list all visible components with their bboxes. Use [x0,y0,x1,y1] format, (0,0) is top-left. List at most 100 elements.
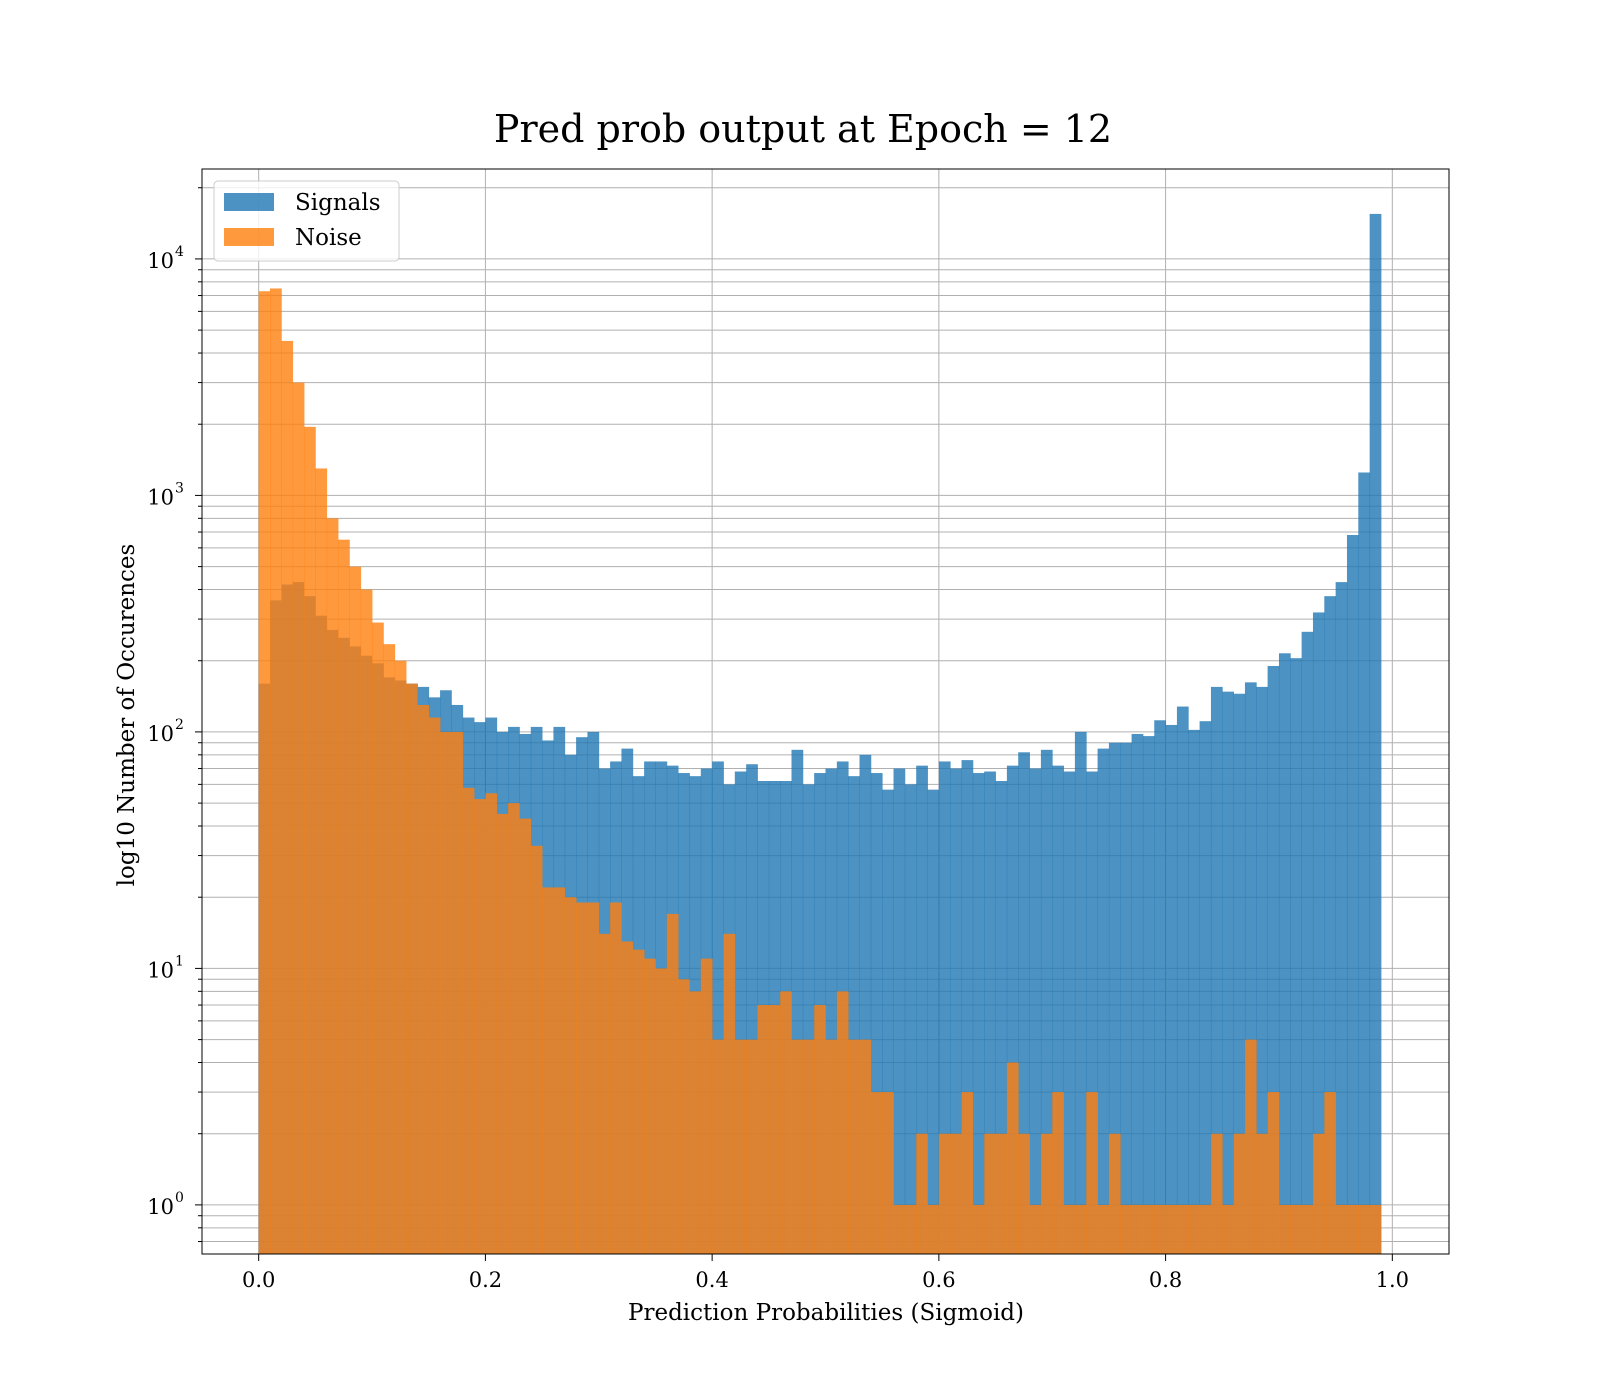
bar-noise-9 [360,589,373,1254]
bar-noise-86 [1233,1133,1246,1254]
bar-noise-82 [1188,1204,1200,1254]
y-tick-exponent-4: 4 [175,244,184,260]
bar-signals-71 [1063,771,1076,1254]
bar-signals-81 [1176,706,1189,1254]
bar-noise-60 [938,1133,951,1254]
bar-signals-48 [802,784,815,1254]
bar-noise-56 [893,1204,906,1254]
bar-signals-53 [859,754,872,1254]
bar-noise-78 [1142,1204,1155,1254]
bar-noise-27 [564,897,577,1254]
bar-noise-72 [1074,1204,1087,1254]
bar-noise-4 [304,426,316,1255]
bar-noise-75 [1108,1133,1121,1254]
bar-signals-79 [1154,720,1166,1254]
legend-label-signals: Signals [295,190,381,216]
y-tick-exponent-0: 0 [175,1190,184,1206]
bar-noise-71 [1063,1204,1076,1254]
bar-noise-39 [700,958,713,1254]
bar-noise-30 [598,933,611,1254]
bar-noise-41 [723,933,736,1254]
bar-signals-72 [1074,731,1087,1254]
bar-signals-86 [1233,693,1246,1254]
bar-noise-70 [1052,1092,1064,1254]
series-noise [258,288,1382,1255]
bar-noise-34 [644,958,656,1254]
bar-noise-68 [1029,1204,1042,1254]
bar-signals-52 [848,776,860,1254]
bar-signals-97 [1358,472,1371,1254]
y-axis-label: log10 Number of Occurences [114,544,140,887]
bars [258,213,1382,1255]
y-tick-label-4: 10 [147,249,174,273]
bar-noise-48 [802,1039,815,1254]
bar-noise-66 [1006,1062,1019,1254]
bar-noise-29 [587,902,600,1254]
bar-noise-0 [258,291,271,1254]
bar-noise-98 [1369,1204,1382,1254]
bar-noise-45 [768,1005,781,1254]
bar-noise-38 [689,991,702,1254]
bar-noise-64 [984,1133,996,1254]
bar-noise-87 [1244,1039,1257,1254]
x-axis-label: Prediction Probabilities (Sigmoid) [628,1300,1024,1326]
bar-noise-49 [814,1005,826,1254]
bar-noise-97 [1358,1204,1371,1254]
bar-noise-33 [632,949,645,1254]
bar-signals-92 [1301,631,1314,1254]
bar-noise-37 [678,979,690,1254]
bar-noise-47 [791,1039,804,1254]
bar-noise-14 [417,704,430,1254]
bar-signals-89 [1267,665,1280,1254]
x-tick-label-5: 1.0 [1376,1268,1409,1292]
bar-noise-15 [428,717,441,1254]
bar-signals-85 [1222,691,1235,1254]
bar-noise-54 [870,1092,883,1254]
bar-signals-66 [1006,765,1019,1254]
bar-noise-58 [916,1133,928,1254]
bar-noise-18 [462,787,475,1254]
bar-noise-17 [451,731,464,1254]
bar-noise-55 [882,1092,894,1254]
bar-signals-55 [882,789,894,1254]
bar-noise-19 [474,799,486,1254]
bar-signals-96 [1346,535,1359,1254]
bar-noise-62 [961,1092,974,1254]
bar-signals-87 [1244,682,1257,1254]
bar-noise-59 [927,1204,940,1254]
bar-noise-2 [281,340,294,1254]
bar-signals-43 [746,764,758,1254]
bar-signals-62 [961,760,974,1254]
chart-title: Pred prob output at Epoch = 12 [494,107,1112,151]
y-tick-label-2: 10 [147,722,174,746]
y-tick-exponent-2: 2 [175,717,184,733]
bar-noise-43 [746,1039,758,1254]
plot-frame [201,168,1450,1255]
bar-noise-42 [734,1039,747,1254]
bar-signals-95 [1335,582,1348,1254]
bar-signals-65 [995,781,1008,1254]
legend-swatch-signals [224,193,274,211]
bar-noise-83 [1199,1204,1212,1254]
bar-signals-61 [950,768,962,1254]
bar-noise-24 [530,845,543,1254]
bar-noise-81 [1176,1204,1189,1254]
bar-noise-22 [508,803,520,1254]
bar-noise-90 [1278,1204,1291,1254]
bar-noise-92 [1301,1204,1314,1254]
y-tick-label-3: 10 [147,485,174,509]
y-tick-exponent-1: 1 [175,953,184,969]
x-tick-label-1: 0.2 [469,1268,502,1292]
bar-signals-47 [791,749,804,1254]
bar-noise-63 [972,1204,985,1254]
bar-noise-26 [553,887,566,1254]
x-tick-label-3: 0.6 [922,1268,955,1292]
bar-signals-67 [1018,752,1030,1254]
bar-signals-63 [972,773,985,1254]
bar-signals-88 [1256,686,1269,1254]
legend-swatch-noise [224,228,274,246]
legend-label-noise: Noise [295,225,362,251]
y-tick-label-1: 10 [147,958,174,982]
